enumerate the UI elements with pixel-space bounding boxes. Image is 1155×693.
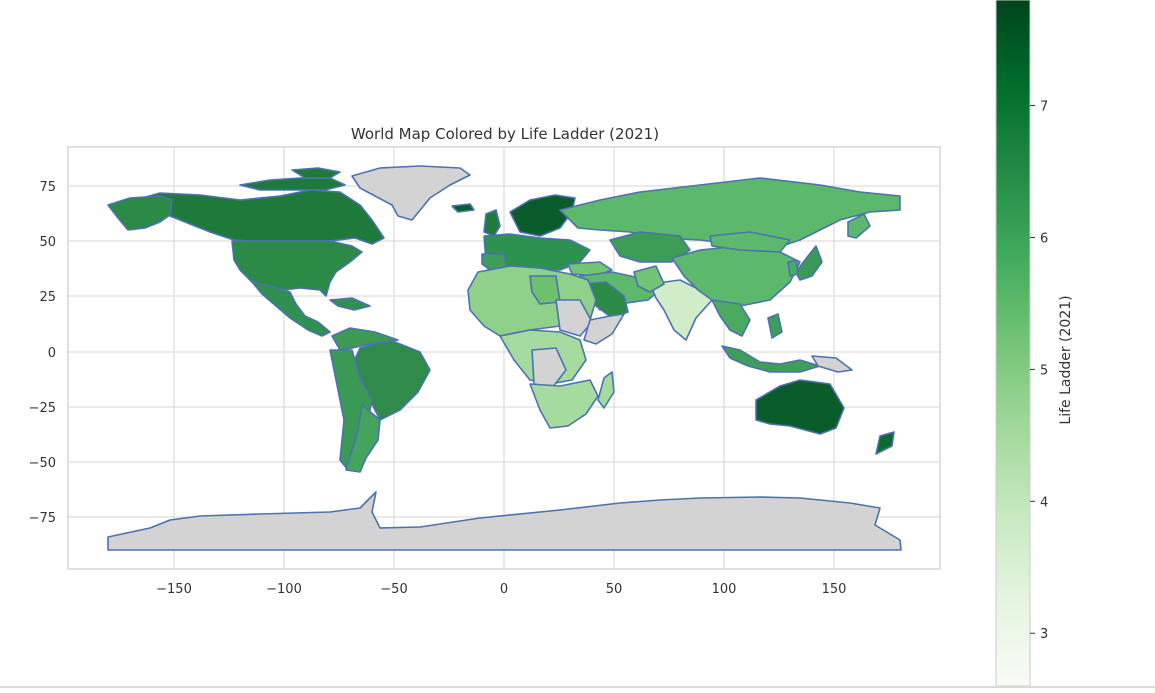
libya-shape xyxy=(529,275,561,305)
y-tick-label: 25 xyxy=(39,290,56,305)
new-guinea-shape xyxy=(811,355,853,373)
argentina-shape xyxy=(345,404,381,473)
colorbar-tick-label: 4 xyxy=(1040,495,1048,510)
x-tick-label: 100 xyxy=(712,582,737,597)
x-axis-ticks: −150 −100 −50 0 50 100 150 xyxy=(156,582,846,597)
colorbar-ticks: 7 6 5 4 3 xyxy=(1030,100,1048,642)
y-axis-ticks: 75 50 25 0 −25 −50 −75 xyxy=(29,180,56,526)
southeast-asia-shape xyxy=(711,299,751,337)
country-shapes xyxy=(107,165,902,551)
new-zealand-shape xyxy=(875,431,895,455)
x-tick-label: 150 xyxy=(822,582,847,597)
uk-shape xyxy=(483,209,501,237)
colorbar-tick-label: 6 xyxy=(1040,231,1048,246)
y-tick-label: 0 xyxy=(48,346,56,361)
colorbar-label: Life Ladder (2021) xyxy=(1058,295,1074,424)
caribbean-shape xyxy=(329,297,371,311)
saudi-arabia-shape xyxy=(583,281,629,319)
colorbar-tick-label: 3 xyxy=(1040,627,1048,642)
greenland-shape xyxy=(351,165,471,221)
y-tick-label: 75 xyxy=(39,180,56,195)
arctic-islands-shape xyxy=(239,177,346,191)
iceland-shape xyxy=(451,203,475,213)
southern-africa-shape xyxy=(529,379,599,429)
pakistan-shape xyxy=(633,265,665,293)
mongolia-shape xyxy=(709,231,791,253)
x-tick-label: −100 xyxy=(266,582,302,597)
x-tick-label: −50 xyxy=(380,582,407,597)
map-title: World Map Colored by Life Ladder (2021) xyxy=(351,125,659,143)
canada-shape xyxy=(134,189,385,245)
congo-region-shape xyxy=(531,347,567,389)
arctic-islands-shape xyxy=(291,167,341,179)
antarctica-shape xyxy=(107,491,902,551)
korea-shape xyxy=(787,259,799,277)
alaska-shape xyxy=(107,195,173,231)
madagascar-shape xyxy=(597,371,615,409)
colorbar-tick-label: 7 xyxy=(1040,100,1048,115)
australia-shape xyxy=(755,379,845,435)
mexico-shape xyxy=(251,281,331,337)
x-tick-label: −150 xyxy=(156,582,192,597)
y-tick-label: −50 xyxy=(29,456,56,471)
x-tick-label: 50 xyxy=(606,582,623,597)
sakhalin-shape xyxy=(847,213,871,239)
horn-of-africa-shape xyxy=(583,313,625,345)
colorbar xyxy=(995,0,1031,687)
sudan-region-shape xyxy=(555,299,593,337)
y-tick-label: −75 xyxy=(29,511,56,526)
bottom-divider xyxy=(0,686,1155,688)
y-tick-label: −25 xyxy=(29,401,56,416)
x-tick-label: 0 xyxy=(500,582,508,597)
philippines-shape xyxy=(767,313,783,339)
colorbar-tick-label: 5 xyxy=(1040,363,1048,378)
y-tick-label: 50 xyxy=(39,235,56,250)
india-shape xyxy=(649,279,713,341)
usa-shape xyxy=(231,240,363,297)
